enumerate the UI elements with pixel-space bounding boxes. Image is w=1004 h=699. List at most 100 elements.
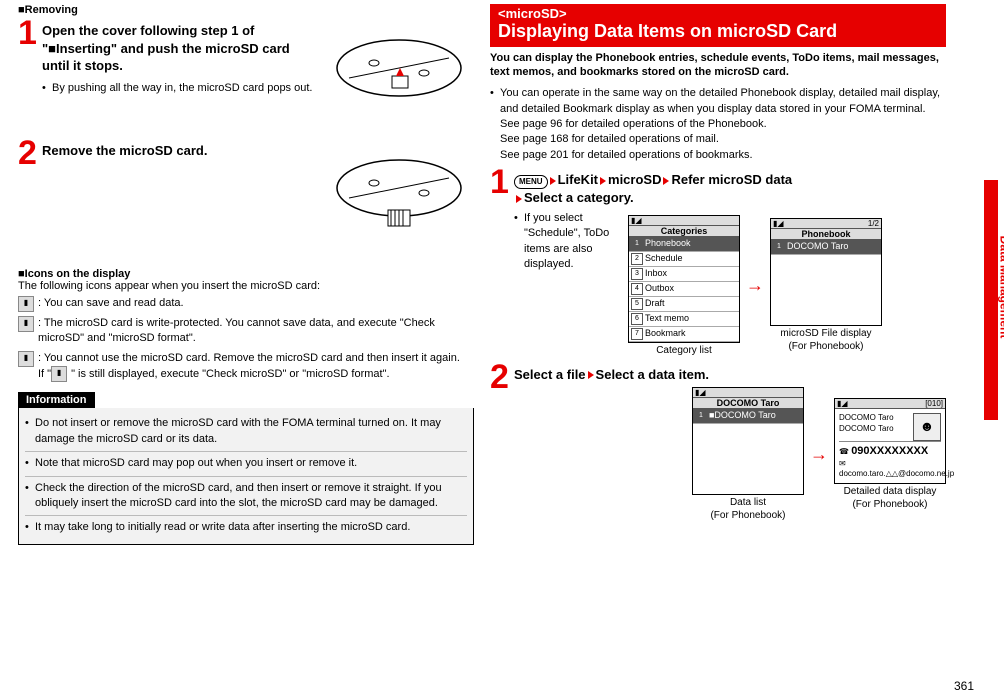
catlist-row: 7Bookmark <box>629 327 739 342</box>
filedisp-caption1: microSD File display <box>770 328 882 339</box>
step-number-1: 1 <box>18 18 42 118</box>
info-item-3: Check the direction of the microSD card,… <box>25 481 467 517</box>
info-item-1: Do not insert or remove the microSD card… <box>25 416 467 452</box>
information-section: Information Do not insert or remove the … <box>18 382 474 544</box>
icons-intro: The following icons appear when you inse… <box>18 280 474 292</box>
arrow-icon: → <box>746 275 764 296</box>
icon-row-2: ▮ : The microSD card is write-protected.… <box>18 316 474 347</box>
seg-lifekit: LifeKit <box>558 172 598 187</box>
triangle-icon <box>516 195 522 203</box>
catlist-row: 1Phonebook <box>629 237 739 252</box>
catlist-row: 3Inbox <box>629 267 739 282</box>
left-column: ■Removing 1 Open the cover following ste… <box>10 4 482 699</box>
filedisp-title: Phonebook <box>771 229 881 240</box>
datalist-caption1: Data list <box>692 497 804 508</box>
sd-icon: ▮ <box>18 296 34 312</box>
datalist-title: DOCOMO Taro <box>693 398 803 409</box>
right-step1-title: MENU LifeKit microSD Refer microSD data Sel… <box>514 171 946 207</box>
detail-caption1: Detailed data display <box>834 486 946 497</box>
banner-small: <microSD> <box>498 6 938 21</box>
seg-refer: Refer microSD data <box>671 172 792 187</box>
icon-row-2-text: : The microSD card is write-protected. Y… <box>38 316 474 347</box>
step-number-2: 2 <box>18 138 42 238</box>
signal-icon: ▮◢ <box>837 399 848 408</box>
triangle-icon <box>550 177 556 185</box>
filedisp-row: DOCOMO Taro <box>787 241 848 253</box>
info-item-4: It may take long to initially read or wr… <box>25 520 467 539</box>
intro-note: You can operate in the same way on the d… <box>490 86 946 163</box>
file-display-screen: ▮◢1/2 Phonebook 1DOCOMO Taro <box>770 218 882 326</box>
intro-note-1: You can operate in the same way on the d… <box>500 87 940 114</box>
category-list-block: ▮◢ Categories 1Phonebook2Schedule3Inbox4… <box>628 215 740 356</box>
banner-large: Displaying Data Items on microSD Card <box>498 21 938 43</box>
datalist-row: ■DOCOMO Taro <box>709 410 776 422</box>
side-tab: Data Management <box>980 180 998 420</box>
menu-key-icon: MENU <box>514 175 548 189</box>
right-step-2: 2 Select a file Select a data item. ▮◢ DO… <box>490 362 946 522</box>
right-step2-title: Select a file Select a data item. <box>514 366 946 384</box>
pager-text: 1/2 <box>868 219 879 228</box>
right-step-number-2: 2 <box>490 362 514 522</box>
right-step-1: 1 MENU LifeKit microSD Refer microSD data S… <box>490 167 946 356</box>
triangle-icon <box>600 177 606 185</box>
seg-select-data: Select a data item. <box>596 367 709 382</box>
catlist-row: 6Text memo <box>629 312 739 327</box>
icon-row-3a-text: : You cannot use the microSD card. Remov… <box>38 352 460 364</box>
icons-heading: ■Icons on the display <box>18 268 474 280</box>
category-list-screen: ▮◢ Categories 1Phonebook2Schedule3Inbox4… <box>628 215 740 343</box>
detail-phone: 090XXXXXXXX <box>851 445 928 457</box>
right-step1-note: If you select "Schedule", ToDo items are… <box>514 211 624 273</box>
intro-bold: You can display the Phonebook entries, s… <box>490 51 946 81</box>
seg-select-category: Select a category. <box>524 190 634 205</box>
section-banner: <microSD> Displaying Data Items on micro… <box>490 4 946 47</box>
icon-row-3: ▮ : You cannot use the microSD card. Rem… <box>18 351 474 383</box>
step2-illustration <box>324 138 474 238</box>
triangle-icon <box>588 371 594 379</box>
signal-icon: ▮◢ <box>631 216 642 225</box>
file-display-block: ▮◢1/2 Phonebook 1DOCOMO Taro microSD Fil… <box>770 218 882 352</box>
icon-row-3b-prefix: If " <box>38 368 51 380</box>
step1-illustration <box>324 18 474 118</box>
icon-row-3b-suffix: " is still displayed, execute "Check mic… <box>71 368 389 380</box>
info-item-2: Note that microSD card may pop out when … <box>25 456 467 476</box>
data-list-screen: ▮◢ DOCOMO Taro 1■DOCOMO Taro <box>692 387 804 495</box>
detail-mail: docomo.taro.△△@docomo.ne.jp <box>839 469 954 478</box>
data-list-block: ▮◢ DOCOMO Taro 1■DOCOMO Taro Data list (… <box>692 387 804 521</box>
information-box: Do not insert or remove the microSD card… <box>18 408 474 544</box>
step-1: 1 Open the cover following step 1 of "■I… <box>18 18 474 118</box>
phone-icon: ☎ <box>839 447 851 456</box>
sd-error-icon: ▮ <box>18 351 34 367</box>
page-number: 361 <box>954 679 974 693</box>
catlist-row: 4Outbox <box>629 282 739 297</box>
intro-note-4: See page 201 for detailed operations of … <box>500 149 753 161</box>
step-2: 2 Remove the microSD card. <box>18 138 474 238</box>
detail-caption2: (For Phonebook) <box>834 499 946 510</box>
intro-note-2: See page 96 for detailed operations of t… <box>500 118 767 130</box>
icon-row-1: ▮ : You can save and read data. <box>18 296 474 312</box>
side-tab-label: Data Management <box>998 236 1004 339</box>
intro-note-3: See page 168 for detailed operations of … <box>500 133 719 145</box>
step2-title: Remove the microSD card. <box>42 142 320 160</box>
sd-error-icon-inline: ▮ <box>51 366 67 382</box>
seg-microsd: microSD <box>608 172 661 187</box>
detail-display-screen: ▮◢[010] ☻ DOCOMO Taro DOCOMO Taro ☎ 090X… <box>834 398 946 484</box>
right-step-number-1: 1 <box>490 167 514 356</box>
catlist-title: Categories <box>629 226 739 237</box>
sd-locked-icon: ▮ <box>18 316 34 332</box>
step1-note: By pushing all the way in, the microSD c… <box>42 81 320 96</box>
information-label: Information <box>18 392 95 408</box>
catlist-caption: Category list <box>628 345 740 356</box>
detail-display-block: ▮◢[010] ☻ DOCOMO Taro DOCOMO Taro ☎ 090X… <box>834 398 946 510</box>
mail-icon: ✉ <box>839 459 846 468</box>
datalist-caption2: (For Phonebook) <box>692 510 804 521</box>
triangle-icon <box>663 177 669 185</box>
arrow-icon: → <box>810 444 828 465</box>
removing-heading: ■Removing <box>18 4 474 16</box>
right-column: <microSD> Displaying Data Items on micro… <box>482 4 954 699</box>
detail-id: [010] <box>925 399 943 408</box>
step1-title: Open the cover following step 1 of "■Ins… <box>42 22 320 75</box>
seg-select-file: Select a file <box>514 367 586 382</box>
signal-icon: ▮◢ <box>773 219 784 228</box>
catlist-row: 2Schedule <box>629 252 739 267</box>
filedisp-caption2: (For Phonebook) <box>770 341 882 352</box>
